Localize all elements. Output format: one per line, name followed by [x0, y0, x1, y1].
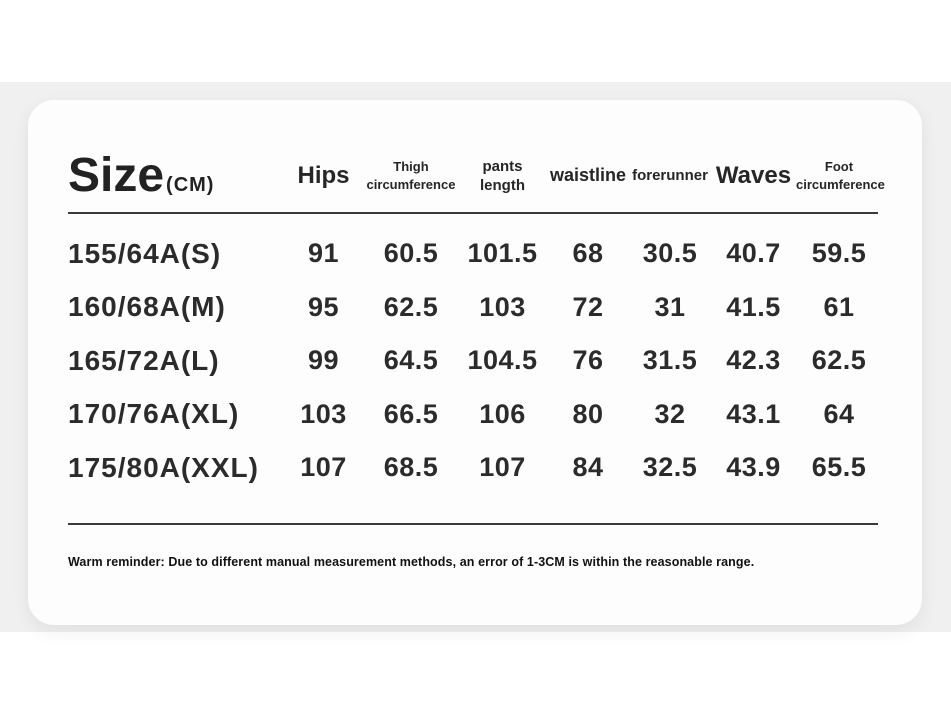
thigh-value: 64.5 [383, 345, 439, 376]
forerunner-value: 31.5 [642, 345, 698, 376]
table-row-xxl: 175/80A(XXL) 107 68.5 107 84 32.5 43.9 6… [68, 441, 882, 495]
thigh-value: 60.5 [383, 238, 439, 269]
size-label: 160/68A(M) [68, 291, 226, 323]
waistline-value: 72 [572, 291, 604, 322]
forerunner-value: 32 [654, 398, 686, 429]
waves-value: 43.1 [726, 398, 781, 429]
waistline-value: 76 [572, 345, 604, 376]
pants-length-value: 101.5 [467, 238, 538, 269]
waistline-value: 80 [572, 398, 604, 429]
pants-length-value: 107 [479, 452, 526, 483]
foot-value: 64 [823, 398, 855, 429]
waistline-value: 84 [572, 452, 604, 483]
waistline-value: 68 [572, 238, 604, 269]
column-header-thigh-circumference: Thigh circumference [366, 158, 456, 192]
foot-value: 59.5 [811, 238, 867, 269]
table-row-xl: 170/76A(XL) 103 66.5 106 80 32 43.1 64 [68, 388, 882, 442]
column-header-waves: Waves [715, 162, 792, 190]
waves-value: 42.3 [726, 345, 781, 376]
forerunner-value: 30.5 [642, 238, 698, 269]
forerunner-value: 31 [654, 291, 686, 322]
thigh-value: 66.5 [383, 398, 439, 429]
foot-value: 61 [823, 291, 855, 322]
size-label: 170/76A(XL) [68, 398, 240, 430]
size-label: 175/80A(XXL) [68, 451, 259, 483]
table-row-m: 160/68A(M) 95 62.5 103 72 31 41.5 61 [68, 281, 882, 335]
pants-length-value: 103 [479, 291, 526, 322]
pants-length-value: 106 [479, 398, 526, 429]
size-chart-card: Size (CM) Hips Thigh circumference pants… [28, 100, 922, 625]
column-header-foot-circumference: Foot circumference [796, 158, 885, 192]
title-unit-label: (CM) [166, 173, 215, 196]
waves-value: 41.5 [726, 291, 781, 322]
hips-value: 107 [300, 452, 347, 483]
hips-value: 103 [300, 398, 347, 429]
footer-divider-line [68, 523, 878, 525]
hips-value: 95 [307, 291, 340, 322]
column-header-hips: Hips [297, 162, 350, 190]
foot-value: 65.5 [811, 452, 867, 483]
size-chart-header-row: Size (CM) Hips Thigh circumference pants… [68, 144, 885, 208]
pants-length-value: 104.5 [467, 345, 538, 376]
size-chart-body: 155/64A(S) 91 60.5 101.5 68 30.5 40.7 59… [68, 227, 882, 495]
column-header-pants-length: pants length [480, 157, 525, 195]
thigh-value: 68.5 [383, 452, 439, 483]
title-size-label: Size [68, 148, 165, 202]
hips-value: 99 [307, 345, 340, 376]
table-row-l: 165/72A(L) 99 64.5 104.5 76 31.5 42.3 62… [68, 334, 882, 388]
header-divider-line [68, 212, 878, 214]
waves-value: 43.9 [726, 452, 781, 483]
size-label: 165/72A(L) [68, 344, 220, 376]
size-chart-title: Size (CM) [68, 145, 283, 207]
thigh-value: 62.5 [383, 291, 439, 322]
column-header-waistline: waistline [549, 165, 627, 186]
warm-reminder-note: Warm reminder: Due to different manual m… [68, 555, 755, 569]
foot-value: 62.5 [811, 345, 867, 376]
column-header-forerunner: forerunner [632, 167, 708, 185]
hips-value: 91 [307, 238, 340, 269]
size-label: 155/64A(S) [68, 237, 222, 269]
forerunner-value: 32.5 [642, 452, 698, 483]
waves-value: 40.7 [726, 238, 781, 269]
table-row-s: 155/64A(S) 91 60.5 101.5 68 30.5 40.7 59… [68, 227, 882, 281]
